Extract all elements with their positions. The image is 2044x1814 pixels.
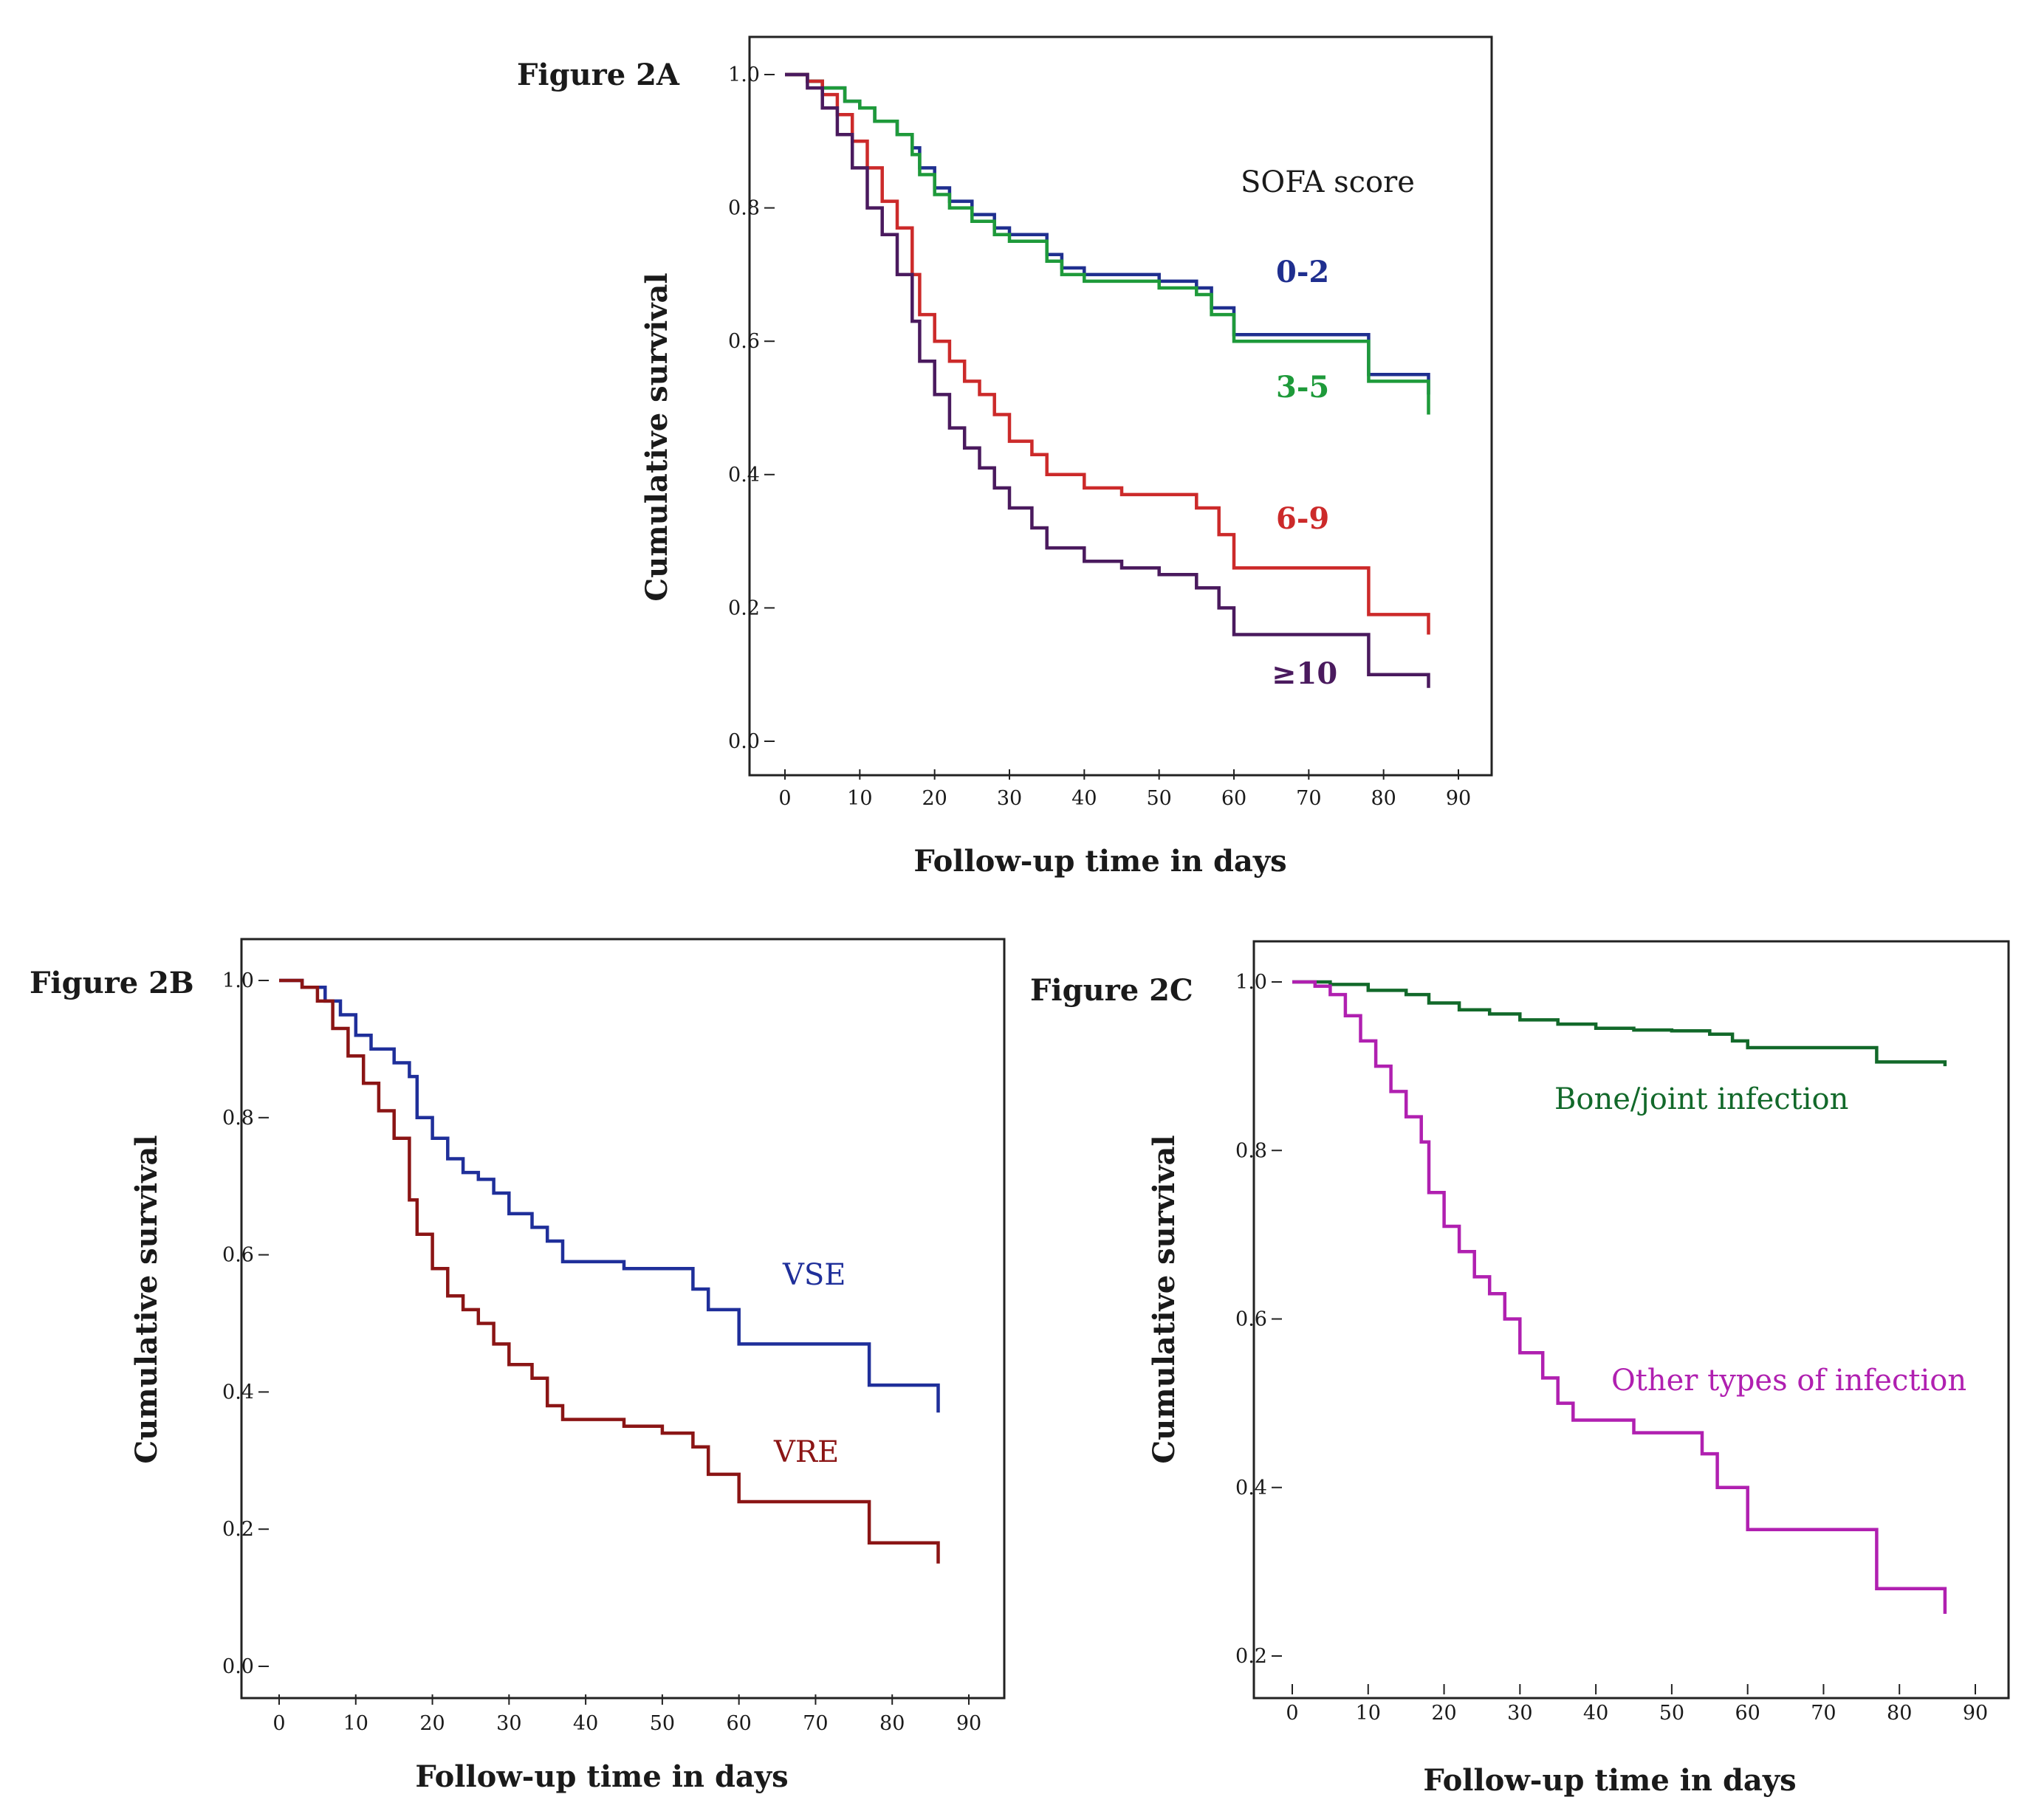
panel-a-title: Figure 2A (517, 58, 680, 92)
panel-a-curve-1 (785, 72, 1430, 415)
panel-a-ytick-label: 0.2 (728, 597, 760, 619)
panel-a-curve-3 (785, 72, 1430, 688)
panel-b-curve-0 (279, 978, 940, 1413)
panel-a-xtick-label: 90 (1446, 787, 1471, 810)
panel-b-xtick-label: 30 (496, 1712, 521, 1735)
panel-a-ytick-label: 0.4 (728, 464, 760, 487)
panel-a-ylabel: Cumulative survival (639, 272, 674, 601)
panel-a-xtick-label: 0 (778, 787, 791, 810)
panel-c-ytick-label: 0.6 (1235, 1308, 1267, 1331)
panel-a-frame (748, 35, 1493, 777)
panel-b-ytick-label: 1.0 (222, 969, 254, 992)
panel-a-ytick-label: 0.8 (728, 197, 760, 220)
panel-a-ytick-label: 1.0 (728, 63, 760, 86)
panel-c-curve-1 (1292, 980, 1947, 1614)
panel-c-ytick-label: 0.4 (1235, 1477, 1267, 1499)
panel-b-frame (240, 938, 1006, 1700)
panel-b-ytick-label: 0.4 (222, 1381, 254, 1404)
panel-c-frame (1252, 940, 2010, 1700)
panel-a-xtick-label: 80 (1371, 787, 1396, 810)
panel-a: Figure 2A Cumulative survival Follow-up … (517, 35, 1493, 879)
panel-c-xtick-label: 90 (1963, 1702, 1988, 1725)
panel-c-xtick-label: 0 (1286, 1702, 1298, 1725)
panel-b-xtick-label: 10 (343, 1712, 368, 1735)
panel-a-label-3-5: 3-5 (1276, 370, 1329, 405)
panel-c-xtick-label: 20 (1431, 1702, 1456, 1725)
panel-c-xtick-label: 60 (1735, 1702, 1760, 1725)
panel-b: Figure 2B Cumulative survival Follow-up … (30, 938, 1006, 1794)
panel-c-xtick-label: 10 (1356, 1702, 1381, 1725)
panel-a-ytick-label: 0.6 (728, 330, 760, 353)
panel-a-label-0-2: 0-2 (1276, 255, 1329, 289)
panel-b-title: Figure 2B (30, 966, 194, 1000)
panel-b-xtick-label: 60 (726, 1712, 751, 1735)
panel-b-xtick-label: 50 (650, 1712, 675, 1735)
panel-b-label-vse: VSE (782, 1258, 846, 1292)
panel-a-label-ge10: ≥10 (1272, 656, 1337, 691)
panel-b-ytick-label: 0.0 (222, 1655, 254, 1678)
panel-b-xlabel: Follow-up time in days (415, 1759, 788, 1794)
panel-b-xtick-label: 70 (803, 1712, 828, 1735)
panel-c-xlabel: Follow-up time in days (1423, 1763, 1796, 1798)
panel-a-ytick-label: 0.0 (728, 730, 760, 753)
panel-c-xtick-label: 70 (1811, 1702, 1836, 1725)
panel-b-ytick-label: 0.8 (222, 1107, 254, 1130)
panel-c-curve-0 (1292, 980, 1947, 1067)
panel-c-ytick-label: 0.2 (1235, 1645, 1267, 1668)
panel-b-xtick-label: 40 (573, 1712, 598, 1735)
panel-a-xtick-label: 30 (997, 787, 1022, 810)
panel-b-label-vre: VRE (773, 1435, 839, 1469)
panel-a-legend-title: SOFA score (1241, 165, 1415, 199)
panel-b-ytick-label: 0.6 (222, 1244, 254, 1267)
panel-c-ytick-label: 0.8 (1235, 1139, 1267, 1162)
panel-b-xtick-label: 80 (879, 1712, 905, 1735)
panel-a-xtick-label: 70 (1296, 787, 1321, 810)
panel-b-ytick-label: 0.2 (222, 1518, 254, 1541)
panel-b-curve-1 (279, 978, 940, 1564)
panel-c-ytick-label: 1.0 (1235, 971, 1267, 994)
panel-b-ylabel: Cumulative survival (129, 1135, 164, 1463)
panel-c-xtick-label: 30 (1507, 1702, 1532, 1725)
panel-c-xtick-label: 40 (1583, 1702, 1608, 1725)
panel-c-label-bone-joint: Bone/joint infection (1554, 1082, 1848, 1116)
panel-a-curve-2 (785, 72, 1430, 635)
panel-a-xtick-label: 60 (1221, 787, 1246, 810)
panel-c-ylabel: Cumulative survival (1147, 1135, 1182, 1463)
panel-a-xtick-label: 50 (1146, 787, 1171, 810)
panel-c-xtick-label: 80 (1887, 1702, 1912, 1725)
panel-b-xtick-label: 90 (956, 1712, 981, 1735)
panel-a-xtick-label: 20 (922, 787, 947, 810)
panel-b-xtick-label: 0 (272, 1712, 285, 1735)
panel-b-xtick-label: 20 (419, 1712, 445, 1735)
panel-a-xtick-label: 10 (847, 787, 872, 810)
panel-c-title: Figure 2C (1030, 973, 1193, 1008)
panel-c: Figure 2C Cumulative survival Follow-up … (1030, 940, 2010, 1798)
plot-layer: 0.0 0.2 0.4 0.6 0.8 1.0 0 10 20 30 40 50 60 70 80 90 0.0… (222, 63, 1988, 1735)
panel-a-xlabel: Follow-up time in days (913, 844, 1286, 879)
panel-a-xtick-label: 40 (1071, 787, 1097, 810)
panel-c-xtick-label: 50 (1659, 1702, 1684, 1725)
panel-a-label-6-9: 6-9 (1276, 501, 1329, 536)
panel-c-label-other: Other types of infection (1611, 1364, 1966, 1398)
